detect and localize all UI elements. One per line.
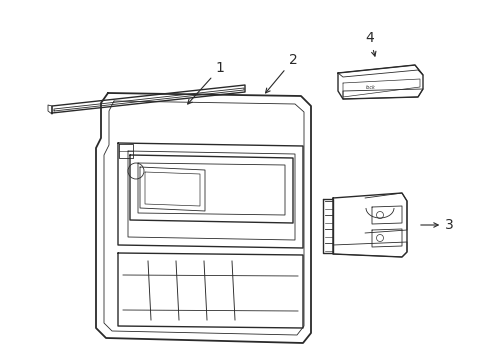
Text: 2: 2 bbox=[265, 53, 297, 93]
Text: 4: 4 bbox=[365, 31, 375, 56]
Text: 1: 1 bbox=[187, 61, 224, 104]
Text: lock: lock bbox=[366, 85, 375, 90]
Text: 3: 3 bbox=[420, 218, 453, 232]
